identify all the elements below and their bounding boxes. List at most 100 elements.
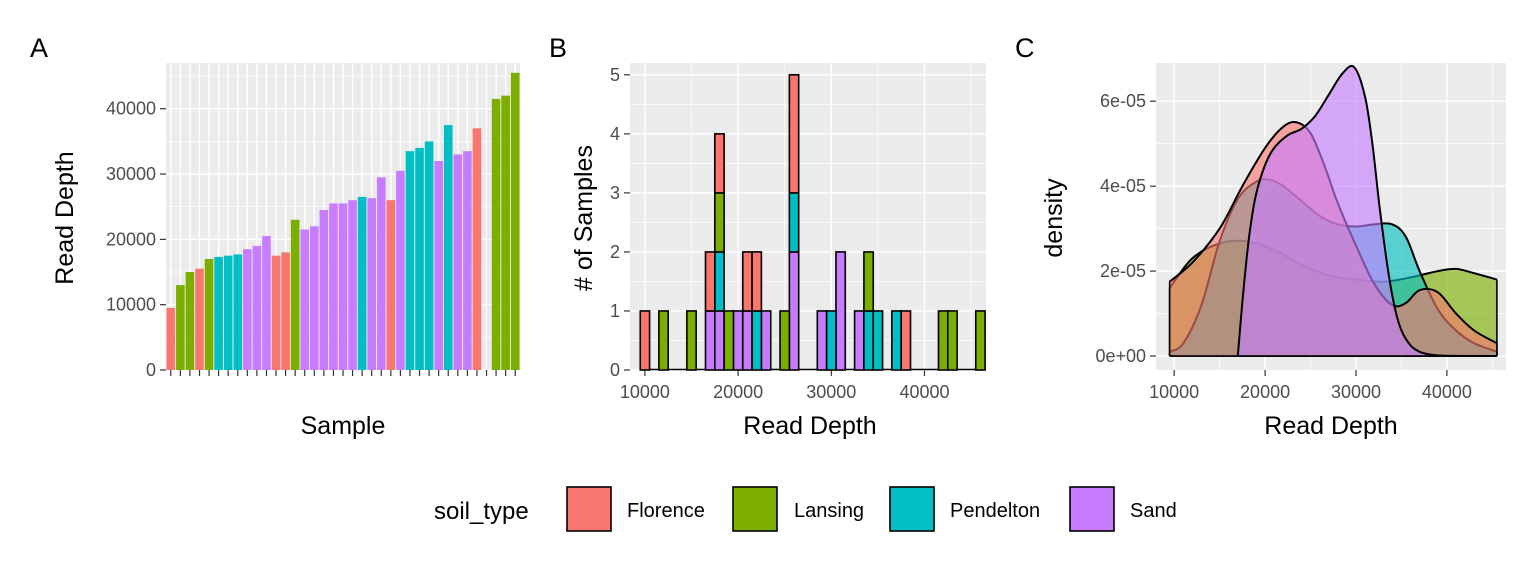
panel-b-background bbox=[630, 63, 986, 370]
legend-label-pendelton: Pendelton bbox=[950, 500, 1040, 522]
hist-bar-pendelton bbox=[891, 310, 902, 371]
hist-bar-sand bbox=[714, 310, 725, 371]
hist-bar-sand bbox=[816, 310, 828, 371]
hist-bar-lansing bbox=[714, 192, 725, 253]
panel-b-tag: B bbox=[549, 33, 567, 63]
panel-b-y-tick-label: 5 bbox=[610, 65, 620, 85]
legend-label-florence: Florence bbox=[627, 500, 705, 522]
panel-c-read-depth-density: 10000 20000 30000 40000 0e+00 2e-05 4e-05 6e-05 bbox=[1095, 63, 1506, 402]
hist-bar-pendelton bbox=[872, 310, 884, 371]
bar-florence bbox=[281, 252, 290, 370]
bar-pendelton bbox=[415, 147, 424, 370]
bar-pendelton bbox=[424, 141, 434, 370]
bar-lansing bbox=[176, 285, 185, 370]
bar-sand bbox=[309, 226, 319, 370]
hist-bar-florence bbox=[900, 310, 912, 371]
hist-bar-pendelton bbox=[751, 310, 763, 371]
hist-bar-pendelton bbox=[788, 192, 800, 253]
bar-florence bbox=[195, 268, 204, 370]
hist-bar-florence bbox=[741, 251, 753, 312]
bar-pendelton bbox=[214, 256, 223, 370]
density-area-sand bbox=[1237, 65, 1497, 356]
panel-a-y-tick-label: 0 bbox=[146, 360, 156, 380]
panel-a-y-tick-label: 40000 bbox=[106, 99, 156, 119]
bar-pendelton bbox=[223, 255, 233, 370]
panel-c-x-tick-label: 20000 bbox=[1240, 382, 1290, 402]
bar-sand bbox=[252, 245, 262, 370]
hist-bar-pendelton bbox=[825, 310, 837, 371]
hist-bar-florence bbox=[751, 251, 763, 312]
hist-bar-pendelton bbox=[714, 251, 725, 312]
bar-sand bbox=[463, 151, 472, 370]
bar-sand bbox=[300, 229, 310, 370]
hist-bar-florence bbox=[704, 251, 716, 312]
bar-lansing bbox=[290, 219, 300, 370]
panel-a-y-tick-label: 10000 bbox=[106, 295, 156, 315]
hist-bar-sand bbox=[835, 251, 847, 371]
panel-c-y-axis-title: density bbox=[1040, 178, 1068, 258]
legend: soil_type Florence Lansing Pendelton San… bbox=[434, 486, 1177, 532]
panel-c-y-tick-label: 2e-05 bbox=[1100, 261, 1146, 281]
panel-c-x-tick-label: 10000 bbox=[1149, 382, 1199, 402]
bar-sand bbox=[396, 170, 405, 370]
bar-sand bbox=[319, 209, 329, 370]
bar-lansing bbox=[185, 272, 195, 370]
panel-c-x-axis-title: Read Depth bbox=[1264, 412, 1397, 440]
legend-key-pendelton bbox=[889, 486, 935, 532]
panel-b-x-axis-title: Read Depth bbox=[743, 412, 876, 440]
bar-sand bbox=[338, 203, 348, 370]
hist-bar-sand bbox=[853, 310, 865, 371]
panel-b-y-axis-title: # of Samples bbox=[570, 145, 598, 291]
panel-c-x-tick-label: 40000 bbox=[1422, 382, 1472, 402]
panel-b-x-tick-label: 10000 bbox=[620, 382, 670, 402]
hist-bar-sand bbox=[732, 310, 744, 371]
bar-pendelton bbox=[357, 196, 367, 370]
panel-b-y-tick-label: 4 bbox=[610, 124, 620, 144]
panel-c-y-tick-label: 0e+00 bbox=[1095, 346, 1146, 366]
bar-florence bbox=[166, 307, 176, 370]
panel-b-y-tick-label: 1 bbox=[610, 301, 620, 321]
hist-bar-pendelton bbox=[863, 310, 875, 371]
hist-bar-florence bbox=[639, 310, 651, 371]
legend-key-florence bbox=[566, 486, 612, 532]
panel-c-x-tick-label: 30000 bbox=[1331, 382, 1381, 402]
panel-a-y-tick-label: 20000 bbox=[106, 229, 156, 249]
bar-sand bbox=[329, 203, 338, 370]
bar-florence bbox=[271, 255, 281, 370]
bar-florence bbox=[386, 200, 396, 370]
hist-bar-sand bbox=[704, 310, 716, 371]
legend-label-sand: Sand bbox=[1130, 500, 1177, 522]
legend-key-sand bbox=[1069, 486, 1115, 532]
bar-florence bbox=[472, 128, 482, 370]
bar-pendelton bbox=[443, 125, 453, 370]
panel-a-y-tick-label: 30000 bbox=[106, 164, 156, 184]
hist-bar-florence bbox=[714, 133, 725, 194]
panel-b-x-tick-label: 40000 bbox=[899, 382, 949, 402]
hist-bar-lansing bbox=[779, 310, 791, 371]
bar-lansing bbox=[204, 258, 214, 370]
bar-lansing bbox=[491, 98, 501, 370]
hist-bar-lansing bbox=[686, 310, 697, 371]
bar-lansing bbox=[501, 95, 510, 370]
hist-bar-florence bbox=[788, 74, 800, 194]
bar-sand bbox=[453, 154, 463, 370]
bar-sand bbox=[243, 249, 252, 370]
bar-lansing bbox=[510, 72, 520, 370]
legend-label-lansing: Lansing bbox=[794, 500, 864, 522]
panel-b-read-depth-histogram: 10000 20000 30000 40000 0 1 2 3 4 5 bbox=[597, 63, 986, 402]
panel-a-y-axis-title: Read Depth bbox=[51, 151, 79, 284]
panel-b-x-tick-label: 30000 bbox=[806, 382, 856, 402]
bar-pendelton bbox=[233, 254, 243, 370]
hist-bar-lansing bbox=[658, 310, 670, 371]
panel-a-x-axis-title: Sample bbox=[301, 412, 386, 440]
hist-bar-lansing bbox=[974, 310, 986, 371]
bar-sand bbox=[434, 160, 443, 370]
hist-bar-sand bbox=[788, 251, 800, 371]
panel-b-y-tick-label: 0 bbox=[610, 360, 620, 380]
hist-bar-sand bbox=[760, 310, 772, 371]
bar-pendelton bbox=[405, 151, 415, 370]
hist-bar-lansing bbox=[723, 310, 735, 371]
panel-a-tag: A bbox=[30, 33, 48, 63]
hist-bar-sand bbox=[741, 310, 753, 371]
